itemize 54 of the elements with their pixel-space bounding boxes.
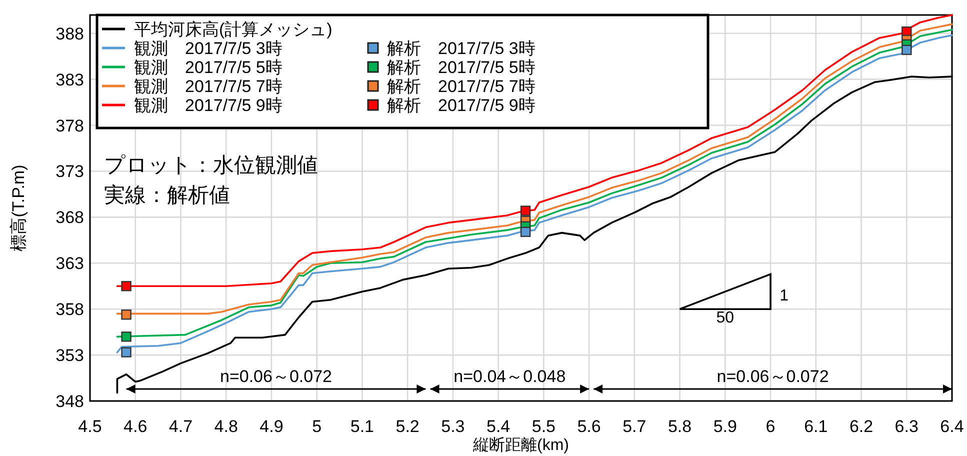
- x-tick-label: 6.1: [804, 417, 828, 436]
- x-tick-label: 5.7: [622, 417, 646, 436]
- legend-label: 観測 2017/7/5 3時: [134, 39, 282, 58]
- y-tick-label: 378: [56, 116, 84, 136]
- x-tick-label: 5.4: [486, 417, 510, 436]
- legend-label: 平均河床高(計算メッシュ): [134, 20, 332, 39]
- y-tick-label: 348: [56, 392, 84, 411]
- annotation: n=0.06～0.072: [220, 367, 332, 386]
- y-tick-label: 383: [56, 70, 84, 90]
- annotation: 実線：解析値: [104, 184, 230, 207]
- y-tick-label: 363: [56, 254, 84, 274]
- x-tick-label: 6.3: [894, 417, 918, 436]
- y-tick-label: 373: [56, 162, 84, 182]
- point: [520, 206, 531, 216]
- x-tick-label: 5.3: [441, 417, 465, 436]
- x-tick-label: 4.8: [214, 417, 238, 436]
- x-tick-label: 4.7: [168, 417, 193, 436]
- x-tick-label: 5.8: [668, 417, 692, 436]
- legend-label: 解析 2017/7/5 3時: [387, 39, 536, 58]
- x-tick-label: 6.4: [940, 417, 964, 436]
- y-tick-label: 388: [56, 24, 84, 44]
- x-tick-label: 6: [766, 417, 776, 436]
- y-tick-label: 358: [56, 300, 84, 320]
- x-tick-label: 4.9: [260, 417, 284, 436]
- y-tick-label: 353: [56, 346, 84, 366]
- x-tick-label: 4.5: [78, 417, 102, 436]
- x-axis-title: 縦断距離(km): [472, 436, 569, 454]
- y-tick-label: 368: [56, 208, 84, 228]
- x-tick-label: 4.6: [124, 417, 148, 436]
- legend-label: 解析 2017/7/5 7時: [387, 77, 536, 96]
- legend-label: 解析 2017/7/5 9時: [387, 96, 536, 115]
- point: [121, 332, 132, 342]
- point: [902, 44, 912, 56]
- x-tick-label: 5.5: [532, 417, 556, 436]
- point: [121, 281, 132, 292]
- point: [121, 310, 132, 320]
- x-tick-label: 5.6: [577, 417, 601, 436]
- annotation: 50: [716, 309, 734, 326]
- annotation: n=0.04～0.048: [454, 367, 566, 386]
- x-tick-label: 5.2: [396, 417, 420, 436]
- x-tick-label: 5.1: [350, 417, 374, 436]
- x-tick-label: 5: [312, 417, 322, 436]
- x-tick-label: 6.2: [849, 417, 874, 436]
- annotation: プロット：水位観測値: [104, 154, 318, 177]
- annotation: n=0.06～0.072: [716, 367, 829, 386]
- point: [520, 226, 531, 237]
- annotation: 1: [780, 287, 789, 304]
- legend-label: 観測 2017/7/5 5時: [134, 58, 282, 77]
- y-axis-title: 標高(T.P.m): [9, 164, 28, 252]
- x-tick-label: 5.9: [713, 417, 737, 436]
- point: [121, 347, 132, 358]
- legend-label: 観測 2017/7/5 9時: [134, 96, 282, 115]
- legend-label: 解析 2017/7/5 5時: [387, 58, 536, 77]
- legend-label: 観測 2017/7/5 7時: [134, 77, 282, 96]
